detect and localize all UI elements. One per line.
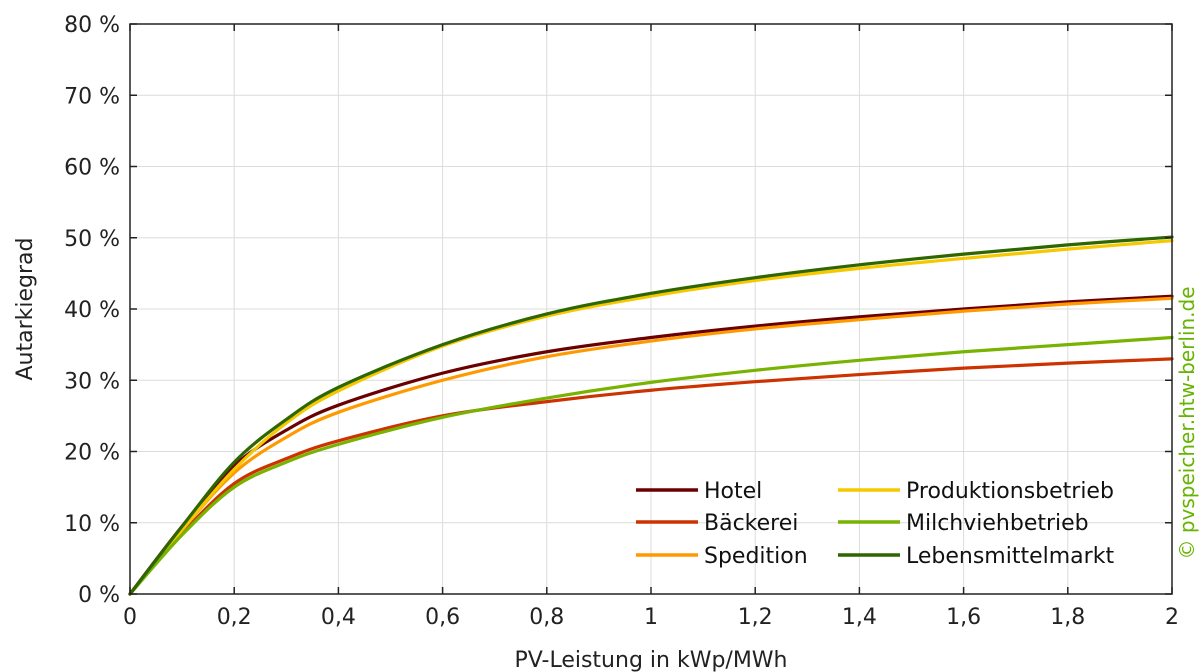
legend-label-milchviehbetrieb: Milchviehbetrieb xyxy=(906,511,1089,536)
y-tick-labels: 0 % 10 % 20 % 30 % 40 % 50 % 60 % 70 % 80 % xyxy=(64,13,120,608)
legend-label-produktionsbetrieb: Produktionsbetrieb xyxy=(906,479,1114,504)
axis-ticks xyxy=(129,23,1173,595)
series-line-milchviehbetrieb xyxy=(128,335,1174,596)
series-line-lebensmittelmarkt xyxy=(128,235,1174,596)
series-line-baeckerei xyxy=(128,357,1174,596)
series-line-spedition xyxy=(128,296,1174,596)
x-tick-label-8: 1,6 xyxy=(946,605,981,630)
y-tick-label-7: 70 % xyxy=(64,84,120,109)
legend-label-baeckerei: Bäckerei xyxy=(704,511,798,536)
x-tick-label-0: 0 xyxy=(123,605,137,630)
legend-label-hotel: Hotel xyxy=(704,479,762,504)
x-tick-label-3: 0,6 xyxy=(425,605,460,630)
legend-label-spedition: Spedition xyxy=(704,544,808,569)
y-tick-label-8: 80 % xyxy=(64,13,120,38)
x-tick-label-5: 1 xyxy=(644,605,658,630)
x-tick-label-2: 0,4 xyxy=(321,605,356,630)
x-axis-title: PV-Leistung in kWp/MWh xyxy=(514,648,787,672)
y-tick-label-1: 10 % xyxy=(64,512,120,537)
y-tick-label-0: 0 % xyxy=(78,583,120,608)
legend: Hotel Bäckerei Spedition Produktionsbetrieb… xyxy=(636,479,1114,569)
series-lines xyxy=(128,235,1174,596)
y-tick-label-6: 60 % xyxy=(64,156,120,181)
series-line-hotel xyxy=(128,294,1174,596)
legend-label-lebensmittelmarkt: Lebensmittelmarkt xyxy=(906,544,1114,569)
x-tick-label-7: 1,4 xyxy=(842,605,877,630)
watermark-text: © pvspeicher.htw-berlin.de xyxy=(1175,286,1199,559)
y-axis-title: Autarkiegrad xyxy=(13,238,38,381)
x-tick-label-1: 0,2 xyxy=(217,605,252,630)
y-tick-label-5: 50 % xyxy=(64,227,120,252)
x-tick-labels: 0 0,2 0,4 0,6 0,8 1 1,2 1,4 1,6 1,8 2 xyxy=(123,605,1179,630)
x-tick-label-6: 1,2 xyxy=(738,605,773,630)
x-tick-label-4: 0,8 xyxy=(529,605,564,630)
x-tick-label-9: 1,8 xyxy=(1050,605,1085,630)
x-tick-label-10: 2 xyxy=(1165,605,1179,630)
y-tick-label-4: 40 % xyxy=(64,298,120,323)
y-tick-label-2: 20 % xyxy=(64,441,120,466)
series-line-produktionsbetrieb xyxy=(128,239,1174,596)
y-tick-label-3: 30 % xyxy=(64,369,120,394)
